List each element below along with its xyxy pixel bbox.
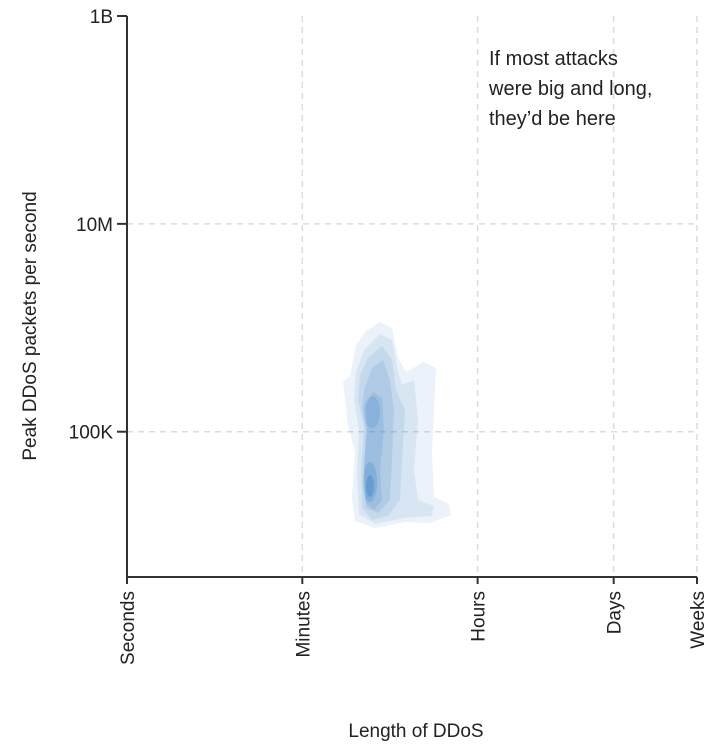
- annotation-line-1: If most attacks: [489, 48, 618, 70]
- density-layer: [343, 322, 451, 528]
- density-core-low: [363, 462, 377, 502]
- x-tick-label-weeks: Weeks: [688, 591, 709, 649]
- x-tick-label-hours: Hours: [469, 591, 490, 642]
- density-core-mid: [364, 396, 380, 428]
- density-contour-3: [358, 346, 405, 520]
- density-contour-1: [343, 322, 451, 528]
- x-tick-label-days: Days: [605, 591, 626, 634]
- density-contour-2: [354, 334, 434, 524]
- y-tick-label-100k: 100K: [69, 423, 114, 444]
- tick-labels: Seconds Minutes Hours Days Weeks 100K 10M 1B: [69, 7, 709, 665]
- density-contour-4: [362, 360, 394, 513]
- grid-lines: [127, 16, 698, 577]
- x-axis-title: Length of DDoS: [348, 721, 483, 742]
- axes: [126, 16, 697, 578]
- x-tick-label-minutes: Minutes: [293, 591, 314, 658]
- density-core-peak: [366, 475, 374, 497]
- y-tick-label-1b: 1B: [90, 7, 113, 28]
- annotation: If most attacks were big and long, they’…: [488, 48, 652, 130]
- y-axis-title: Peak DDoS packets per second: [20, 191, 41, 460]
- x-tick-label-seconds: Seconds: [118, 591, 139, 665]
- annotation-line-2: were big and long,: [488, 78, 652, 100]
- density-contour-5: [364, 392, 384, 510]
- y-tick-label-10m: 10M: [76, 215, 113, 236]
- annotation-line-3: they’d be here: [489, 108, 616, 130]
